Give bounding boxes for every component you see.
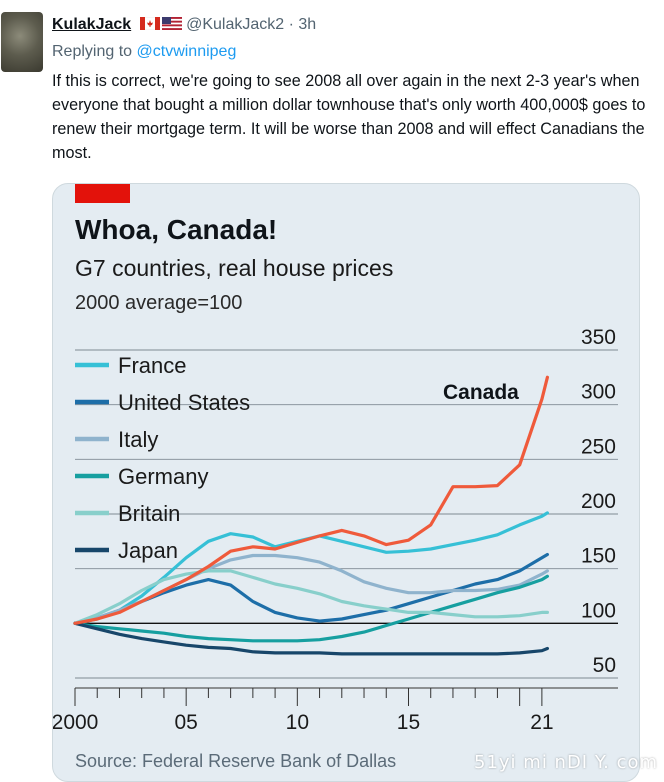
x-tick-label: 2000 <box>53 711 98 734</box>
author-name[interactable]: KulakJack <box>52 16 132 33</box>
legend-label: United States <box>118 390 250 415</box>
y-tick-label: 250 <box>581 435 616 458</box>
chart: Whoa, Canada! G7 countries, real house p… <box>53 184 618 771</box>
tweet-text: If this is correct, we're going to see 2… <box>52 72 646 162</box>
canada-flag-icon <box>139 16 160 31</box>
legend-label: Britain <box>118 501 180 526</box>
y-tick-label: 150 <box>581 545 616 568</box>
x-tick-label: 10 <box>286 711 309 734</box>
us-flag-icon <box>161 16 182 30</box>
y-tick-label: 100 <box>581 599 616 622</box>
y-tick-label: 200 <box>581 490 616 513</box>
x-tick-label: 21 <box>530 711 553 734</box>
chart-source: Source: Federal Reserve Bank of Dallas <box>75 751 396 771</box>
series-line-canada <box>73 375 549 625</box>
chart-title: Whoa, Canada! <box>75 214 277 245</box>
series-line-germany <box>73 574 549 643</box>
chart-subtitle: G7 countries, real house prices <box>75 255 393 281</box>
x-tick-label: 15 <box>397 711 420 734</box>
y-tick-label: 300 <box>581 381 616 404</box>
x-tick-label: 05 <box>174 711 197 734</box>
chart-unit-note: 2000 average=100 <box>75 292 242 314</box>
replying-to: Replying to @ctvwinnipeg <box>52 42 236 62</box>
tweet-time[interactable]: · 3h <box>288 16 317 33</box>
replying-to-link[interactable]: @ctvwinnipeg <box>136 43 237 60</box>
watermark: 51yi mi nDI Y. com <box>474 752 659 773</box>
chart-image-card[interactable]: Whoa, Canada! G7 countries, real house p… <box>52 183 640 782</box>
series-line-france <box>73 511 549 625</box>
series-line-japan <box>73 621 549 656</box>
replying-prefix: Replying to <box>52 43 133 60</box>
legend-label: Japan <box>118 538 178 563</box>
legend-label: Italy <box>118 427 158 452</box>
series-line-britain <box>73 569 549 625</box>
y-tick-label: 350 <box>581 326 616 349</box>
canada-annotation: Canada <box>443 381 519 404</box>
economist-red-tab <box>75 184 130 203</box>
tweet-header: KulakJack @KulakJack2 · 3h <box>52 15 316 35</box>
legend-label: France <box>118 353 186 378</box>
legend-label: Germany <box>118 464 208 489</box>
author-handle[interactable]: @KulakJack2 <box>186 16 285 33</box>
avatar[interactable] <box>1 12 43 72</box>
y-tick-label: 50 <box>593 654 616 677</box>
